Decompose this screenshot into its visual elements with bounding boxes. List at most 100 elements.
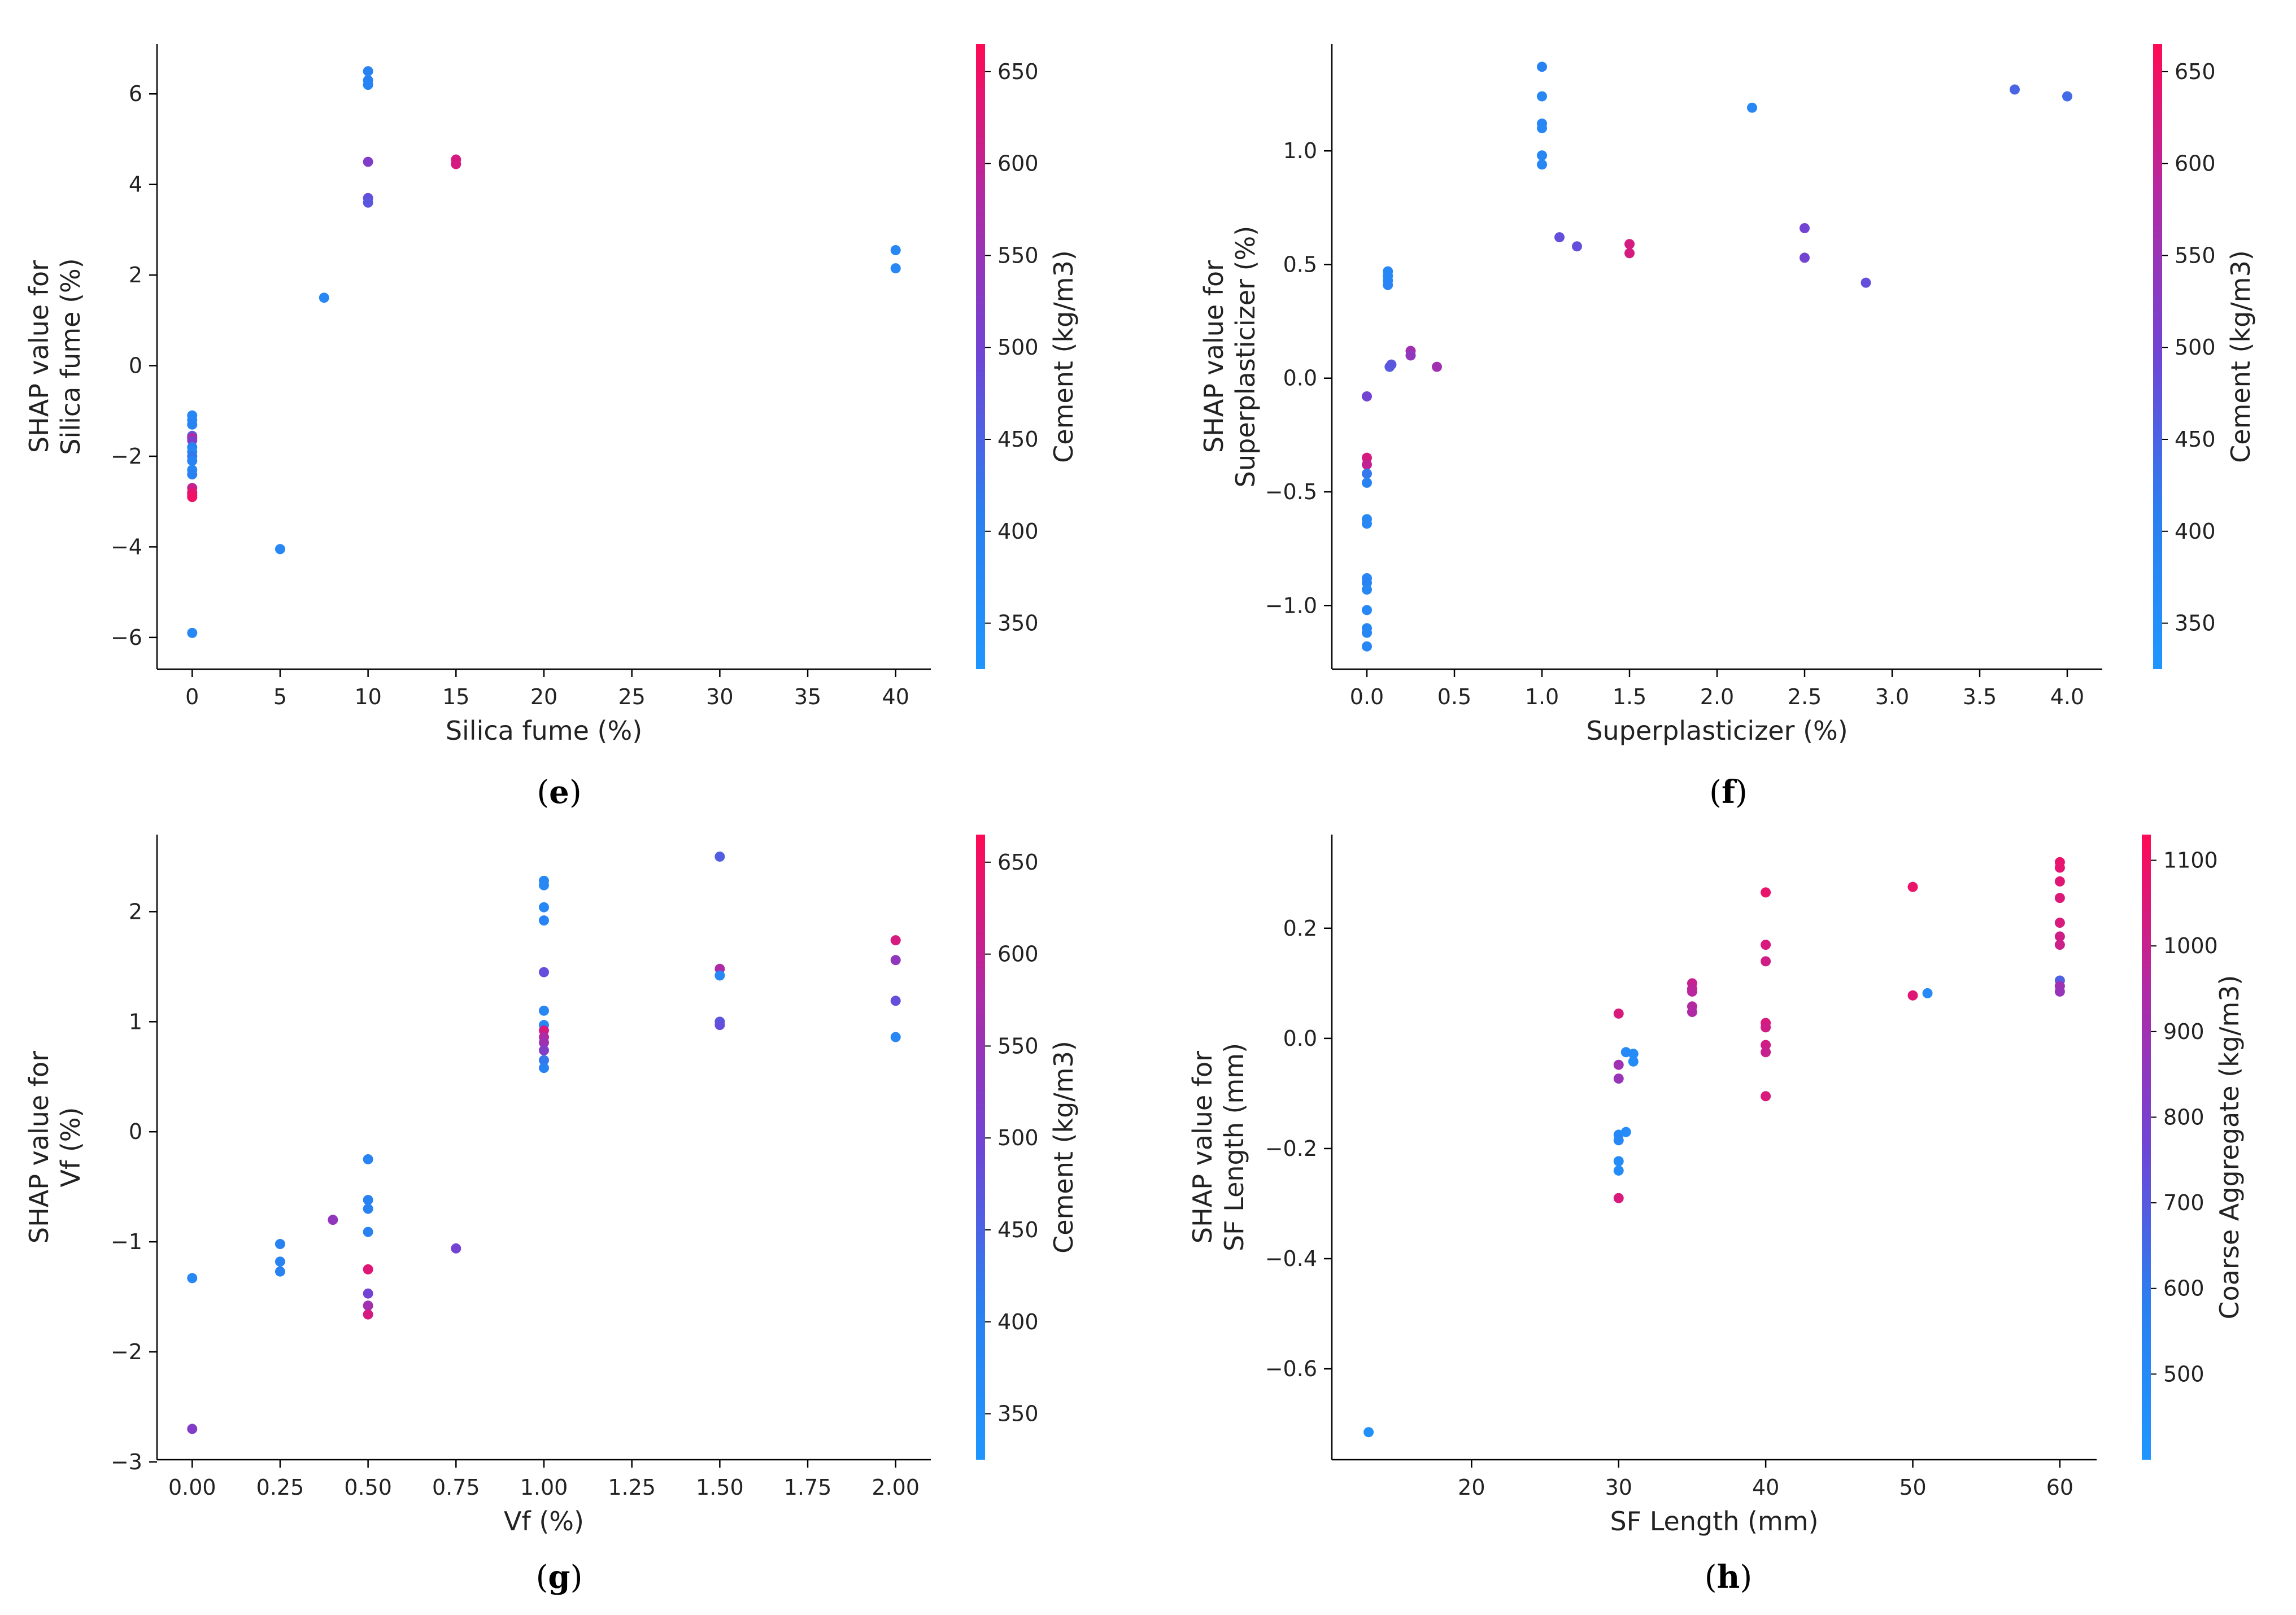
scatter-point — [187, 492, 198, 503]
scatter-point — [2062, 91, 2072, 102]
scatter-point — [1362, 584, 1372, 595]
scatter-point — [187, 627, 198, 638]
colorbar — [976, 835, 985, 1460]
scatter-point — [1363, 1427, 1374, 1438]
panel-e: 0 5 10 15 20 25 30 35 40 −6 −4 −2 0 2 4 6 Silica fume (%… — [24, 44, 1079, 746]
colorbar-tick-label: 500 — [2175, 335, 2216, 360]
x-tick-label: 5 — [273, 684, 287, 709]
x-tick-label: 0.75 — [432, 1475, 480, 1500]
colorbar-tick-label: 500 — [997, 1125, 1039, 1150]
scatter-point — [1628, 1056, 1639, 1067]
x-tick-label: 60 — [2046, 1475, 2073, 1500]
x-tick-label: 1.75 — [784, 1475, 832, 1500]
scatter-point — [1800, 223, 1810, 234]
x-tick-label: 40 — [882, 684, 909, 709]
scatter-point — [1386, 359, 1397, 370]
scatter-point — [539, 902, 549, 913]
x-axis-label: Vf (%) — [504, 1506, 584, 1537]
y-tick-label: 0 — [129, 353, 142, 378]
colorbar-tick-label: 550 — [2175, 243, 2216, 268]
x-axis-label: Superplasticizer (%) — [1586, 715, 1848, 746]
scatter-point — [1907, 990, 1918, 1001]
x-tick-label: 0.50 — [344, 1475, 392, 1500]
scatter-point — [1537, 150, 1547, 161]
x-axis-label: Silica fume (%) — [446, 715, 642, 746]
colorbar-tick-label: 350 — [997, 1402, 1039, 1426]
scatter-point — [1761, 1091, 1771, 1102]
scatter-point — [2010, 84, 2020, 95]
y-tick-label: −3 — [111, 1450, 142, 1474]
y-axis-label: SHAP value forSuperplasticizer (%) — [1199, 226, 1261, 487]
scatter-point — [1907, 881, 1918, 892]
scatter-point — [363, 1264, 373, 1274]
scatter-point — [275, 1239, 285, 1250]
scatter-point — [1800, 252, 1810, 263]
scatter-point — [539, 1037, 549, 1048]
scatter-point — [539, 1063, 549, 1073]
x-tick-label: 0.0 — [1350, 684, 1384, 709]
scatter-point — [363, 66, 373, 77]
y-tick-label: −0.5 — [1265, 479, 1317, 504]
scatter-point — [1687, 1007, 1697, 1018]
panel-caption-h: (h) — [1704, 1559, 1753, 1596]
scatter-point — [1405, 350, 1416, 361]
x-tick-label: 20 — [1458, 1475, 1485, 1500]
scatter-point — [1613, 1156, 1624, 1167]
scatter-point — [1383, 280, 1393, 290]
scatter-point — [1362, 518, 1372, 529]
x-tick-label: 3.0 — [1875, 684, 1909, 709]
colorbar-label: Coarse Aggregate (kg/m3) — [2214, 975, 2245, 1320]
colorbar-tick-label: 350 — [2175, 611, 2216, 636]
y-tick-label: 2 — [129, 899, 142, 924]
scatter-point — [2054, 986, 2065, 997]
scatter-point — [1613, 1193, 1624, 1203]
panel-caption-e: (e) — [537, 774, 582, 811]
y-tick-label: 4 — [129, 172, 142, 197]
scatter-point — [187, 1424, 198, 1434]
scatter-point — [1432, 361, 1442, 372]
scatter-point — [363, 1288, 373, 1299]
scatter-point — [1572, 241, 1582, 252]
colorbar-tick-label: 550 — [997, 243, 1039, 268]
scatter-point — [1362, 641, 1372, 652]
x-tick-label: 0.25 — [256, 1475, 304, 1500]
colorbar-tick-label: 600 — [2175, 151, 2216, 176]
scatter-point — [187, 419, 198, 430]
scatter-point — [1362, 627, 1372, 638]
scatter-point — [2054, 931, 2065, 942]
x-tick-label: 1.00 — [520, 1475, 568, 1500]
scatter-point — [539, 1005, 549, 1016]
y-tick-label: −6 — [111, 625, 142, 650]
x-tick-label: 1.25 — [608, 1475, 656, 1500]
colorbar-label: Cement (kg/m3) — [2225, 250, 2256, 463]
x-tick-label: 1.0 — [1525, 684, 1559, 709]
scatter-point — [1761, 1040, 1771, 1050]
colorbar — [2142, 835, 2151, 1460]
colorbar-tick-label: 500 — [2163, 1361, 2204, 1386]
colorbar-tick-label: 650 — [2175, 59, 2216, 84]
y-tick-label: 0.2 — [1283, 916, 1317, 941]
x-tick-label: 30 — [706, 684, 733, 709]
y-tick-label: −0.4 — [1265, 1246, 1317, 1271]
scatter-point — [1861, 277, 1871, 288]
y-tick-label: 6 — [129, 81, 142, 106]
colorbar-tick-label: 400 — [997, 1310, 1039, 1334]
x-tick-label: 25 — [618, 684, 646, 709]
scatter-point — [2054, 918, 2065, 928]
scatter-point — [1537, 62, 1547, 72]
scatter-point — [890, 996, 901, 1006]
colorbar-tick-label: 600 — [2163, 1276, 2204, 1301]
scatter-point — [1624, 239, 1635, 250]
scatter-point — [1761, 887, 1771, 898]
y-axis-label: SHAP value forSilica fume (%) — [24, 258, 86, 455]
scatter-point — [1922, 988, 1933, 998]
scatter-point — [2054, 893, 2065, 903]
scatter-point — [1687, 986, 1697, 997]
scatter-point — [1362, 468, 1372, 479]
panel-caption-f: (f) — [1709, 774, 1748, 811]
colorbar-tick-label: 400 — [2175, 519, 2216, 544]
colorbar — [976, 44, 985, 669]
x-tick-label: 3.5 — [1963, 684, 1997, 709]
scatter-point — [1613, 1073, 1624, 1084]
colorbar-label: Cement (kg/m3) — [1048, 1041, 1079, 1254]
